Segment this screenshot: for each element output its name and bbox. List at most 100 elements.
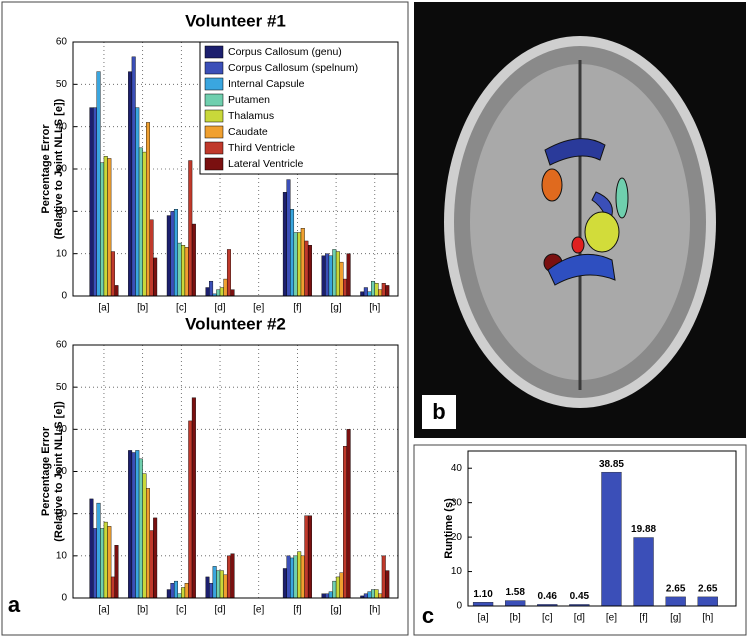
bar: [371, 589, 375, 599]
bar: [173, 580, 178, 599]
bar: [135, 450, 140, 599]
y-tick-label: 30: [56, 466, 68, 477]
bar: [223, 574, 228, 599]
bar: [346, 429, 351, 599]
y-tick-label: 10: [451, 566, 463, 577]
bar: [286, 555, 291, 599]
bar: [177, 242, 182, 297]
legend-swatch: [204, 157, 224, 171]
x-tick-label: [h]: [369, 605, 380, 616]
y-tick-label: 0: [456, 601, 462, 612]
bar: [300, 555, 305, 599]
bar: [188, 160, 193, 297]
bar: [472, 602, 494, 607]
bar: [209, 280, 214, 297]
bar: [100, 162, 105, 297]
legend-label: Thalamus: [228, 110, 274, 122]
bar: [142, 151, 147, 297]
bar: [191, 223, 196, 297]
bar: [96, 502, 101, 599]
y-tick-label: 10: [56, 550, 68, 561]
bar: [177, 593, 182, 599]
bar: [212, 566, 217, 599]
legend-swatch: [204, 77, 224, 91]
x-tick-label: [h]: [369, 303, 380, 314]
y-tick-label: 40: [56, 424, 68, 435]
bar: [346, 253, 351, 297]
bar: [226, 555, 231, 599]
bar: [332, 249, 337, 297]
bar: [304, 240, 309, 297]
bar: [219, 570, 224, 599]
bar: [297, 551, 302, 599]
bar: [290, 557, 295, 599]
bar: [100, 528, 105, 599]
x-tick-label: [b]: [137, 605, 148, 616]
value-label: 0.45: [570, 591, 590, 602]
y-tick-label: 60: [56, 37, 68, 48]
bar: [360, 291, 365, 297]
bar: [205, 287, 210, 297]
bar: [307, 244, 312, 297]
bar: [332, 580, 337, 599]
legend-label: Corpus Callosum (genu): [228, 46, 342, 58]
legend-swatch: [204, 45, 224, 59]
x-tick-label: [h]: [702, 613, 713, 624]
x-tick-label: [b]: [137, 303, 148, 314]
panel-label: b: [432, 399, 445, 424]
value-label: 1.58: [505, 587, 525, 598]
y-axis-label: Percentage Error: [40, 124, 52, 214]
value-label: 19.88: [631, 524, 656, 535]
legend-label: Lateral Ventricle: [228, 158, 303, 170]
bar: [138, 458, 143, 599]
y-tick-label: 40: [56, 121, 68, 132]
bar: [293, 555, 298, 599]
bar: [601, 471, 622, 607]
bar: [153, 257, 158, 297]
bar: [135, 107, 140, 297]
x-tick-label: [g]: [331, 303, 342, 314]
bar: [166, 215, 171, 297]
bar: [282, 192, 287, 297]
bar: [328, 255, 333, 297]
bar: [93, 528, 97, 599]
y-axis-label: Runtime (s): [443, 498, 455, 559]
chart-title: Volunteer #2: [185, 314, 286, 333]
bar: [374, 283, 379, 297]
bar: [339, 572, 344, 599]
legend-swatch: [204, 109, 224, 123]
legend-swatch: [204, 61, 224, 75]
bar: [219, 287, 224, 297]
value-label: 38.85: [599, 459, 624, 470]
y-tick-label: 0: [61, 291, 67, 302]
bar: [367, 591, 372, 599]
bar: [363, 287, 368, 297]
panel-a-frame: [1, 1, 409, 636]
x-tick-label: [d]: [574, 613, 585, 624]
value-label: 1.10: [473, 589, 493, 600]
bar: [93, 107, 97, 297]
bar: [89, 107, 94, 297]
bar: [363, 593, 368, 599]
bar: [110, 576, 115, 599]
y-tick-label: 20: [451, 532, 463, 543]
x-tick-label: [c]: [176, 303, 187, 314]
bar: [697, 596, 718, 607]
y-tick-label: 20: [56, 508, 68, 519]
x-tick-label: [f]: [293, 605, 302, 616]
x-tick-label: [d]: [214, 605, 225, 616]
bar: [230, 289, 235, 297]
bar: [128, 71, 133, 297]
bar: [307, 515, 312, 599]
bar: [226, 249, 231, 297]
value-label: 0.46: [538, 591, 558, 602]
bar: [216, 289, 221, 297]
bar: [325, 593, 330, 599]
bar: [153, 517, 158, 599]
panel-label: a: [8, 592, 21, 617]
bar: [381, 283, 386, 297]
bar: [328, 591, 333, 599]
legend-label: Third Ventricle: [228, 142, 295, 154]
bar: [209, 583, 214, 599]
